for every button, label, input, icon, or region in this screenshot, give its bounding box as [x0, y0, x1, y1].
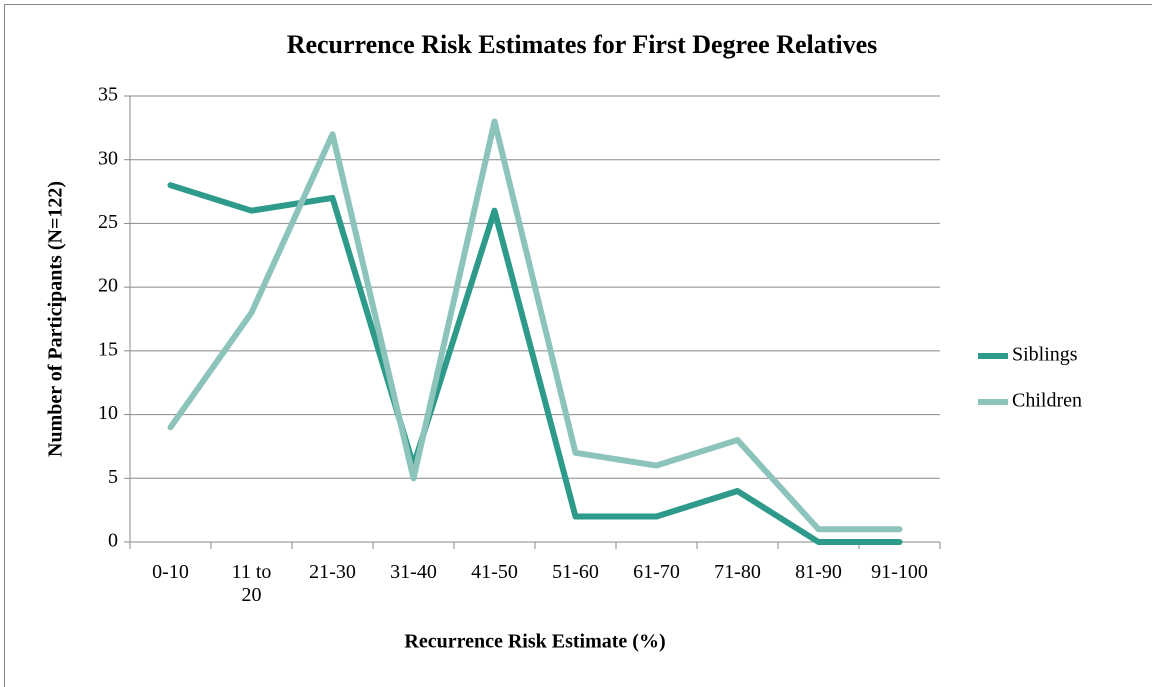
- y-tick-label: 30: [98, 147, 118, 169]
- x-tick-label: 31-40: [390, 561, 437, 583]
- y-tick-label: 0: [108, 530, 118, 552]
- series-line: [167, 118, 903, 533]
- legend-label: Children: [1012, 390, 1082, 412]
- y-tick-label: 35: [98, 84, 118, 106]
- y-axis-label: Number of Participants (N=122): [45, 181, 67, 457]
- x-axis-label: Recurrence Risk Estimate (%): [404, 631, 665, 653]
- x-tick-label: 81-90: [795, 561, 842, 583]
- y-tick-label: 15: [98, 338, 118, 360]
- frame: [4, 4, 1152, 687]
- x-tick-label: 91-100: [871, 561, 928, 583]
- x-tick-label: 11 to 20: [231, 561, 272, 606]
- x-tick-label: 41-50: [471, 561, 518, 583]
- x-tick-label: 21-30: [309, 561, 356, 583]
- x-tick-label: 71-80: [714, 561, 761, 583]
- y-tick-label: 25: [98, 211, 118, 233]
- y-tick-label: 10: [98, 402, 118, 424]
- y-tick-label: 20: [98, 275, 118, 297]
- y-tick-label: 5: [108, 466, 118, 488]
- x-tick-label: 61-70: [633, 561, 680, 583]
- chart-title: Recurrence Risk Estimates for First Degr…: [287, 30, 878, 59]
- legend-label: Siblings: [1012, 344, 1078, 366]
- x-tick-label: 51-60: [552, 561, 599, 583]
- series-line: [167, 182, 903, 545]
- x-tick-label: 0-10: [152, 561, 189, 583]
